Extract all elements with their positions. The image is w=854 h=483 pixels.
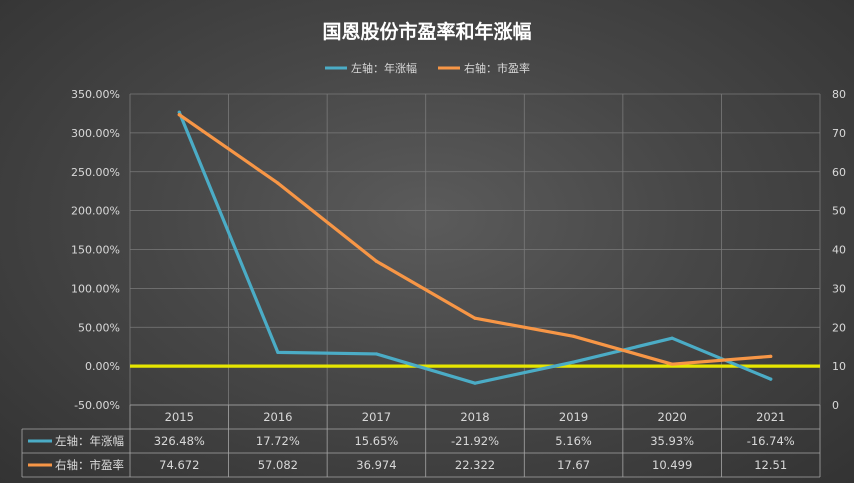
right-tick-label: 50 [832,205,846,218]
right-tick-label: 0 [832,399,839,412]
table-cell: 35.93% [650,434,694,448]
left-tick-label: 50.00% [78,321,120,334]
grid [129,93,821,406]
left-tick-label: 250.00% [71,166,120,179]
table-cell: 15.65% [354,434,398,448]
table-cell: -21.92% [451,434,499,448]
table-cell: 326.48% [154,434,205,448]
legend: 左轴：年涨幅 右轴：市盈率 [325,61,530,75]
left-tick-label: 350.00% [71,88,120,101]
right-tick-label: 10 [832,360,846,373]
table-cell: 12.51 [754,458,787,472]
category-label: 2016 [263,410,292,424]
series [177,110,773,385]
category-label: 2019 [559,410,588,424]
left-tick-label: 150.00% [71,244,120,257]
data-point [276,350,280,354]
category-label: 2018 [460,410,489,424]
table-cell: 36.974 [356,458,396,472]
right-tick-label: 80 [832,88,846,101]
right-axis: 80 70 60 50 40 30 20 10 0 [832,88,846,412]
data-table: 2015 2016 2017 2018 2019 2020 2021 左轴：年涨幅 326.48… [21,404,821,478]
right-tick-label: 20 [832,321,846,334]
data-point [177,110,181,114]
data-point [670,336,674,340]
data-point [571,334,576,338]
data-point [374,352,379,356]
table-cell: 17.67 [557,458,590,472]
table-cell: 74.672 [159,458,199,472]
table-cell: 57.082 [258,458,298,472]
data-point [769,377,773,381]
data-point [670,362,674,366]
legend-label-growth: 左轴：年涨幅 [351,61,417,75]
left-tick-label: 0.00% [85,360,120,373]
category-label: 2021 [756,410,785,424]
table-cell: 5.16% [555,434,592,448]
right-tick-label: 40 [832,244,846,257]
category-label: 2017 [362,410,391,424]
table-cell: -16.74% [747,434,795,448]
table-series-label: 左轴：年涨幅 [55,434,124,448]
data-point [473,316,477,320]
data-point [276,181,280,185]
category-label: 2020 [658,410,687,424]
table-cell: 22.322 [455,458,495,472]
left-tick-label: -50.00% [74,399,120,412]
data-point [473,381,477,385]
data-point [769,354,773,358]
legend-label-pe: 右轴：市盈率 [464,61,530,75]
category-label: 2015 [165,410,194,424]
chart-title: 国恩股份市盈率和年涨幅 [322,20,531,43]
series-line-growth [177,110,773,385]
table-series-label: 右轴：市盈率 [55,458,124,472]
table-cell: 17.72% [256,434,300,448]
left-tick-label: 200.00% [71,205,120,218]
left-tick-label: 300.00% [71,127,120,140]
right-tick-label: 60 [832,166,846,179]
left-tick-label: 100.00% [71,282,120,295]
left-axis: 350.00% 300.00% 250.00% 200.00% 150.00% 100.0… [71,88,120,412]
data-point [374,259,379,263]
data-point [571,360,576,364]
data-point [177,113,181,117]
right-tick-label: 70 [832,127,846,140]
table-cell: 10.499 [652,458,692,472]
right-tick-label: 30 [832,282,846,295]
